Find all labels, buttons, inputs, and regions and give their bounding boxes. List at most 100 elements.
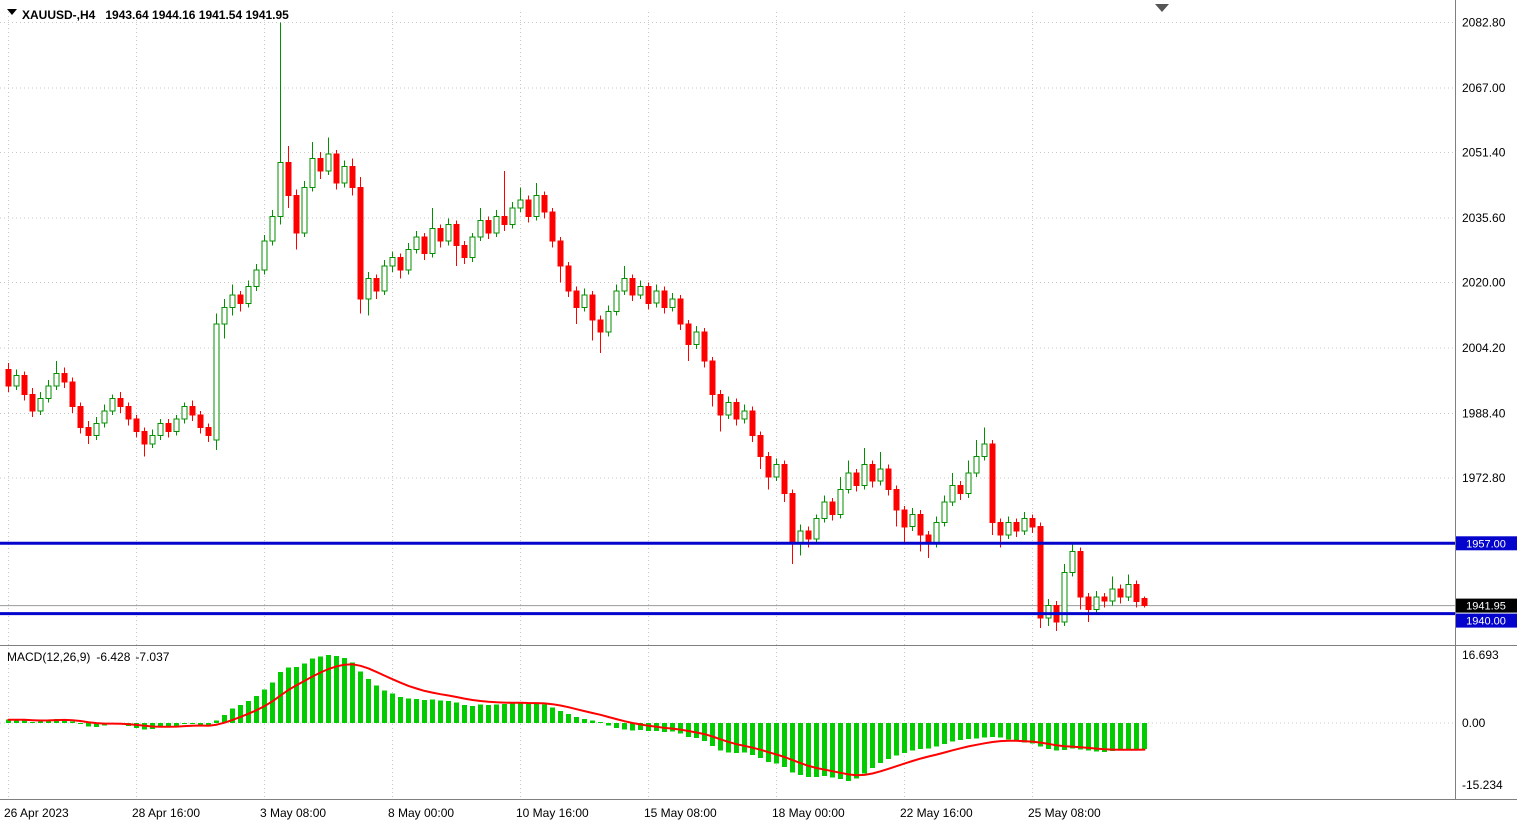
macd-bar — [558, 710, 563, 723]
candle-body — [565, 265, 572, 292]
macd-bar — [782, 723, 787, 767]
candle-body — [821, 501, 828, 519]
candle-body — [749, 410, 756, 437]
macd-bar — [174, 723, 179, 726]
candle-body — [805, 530, 812, 540]
candle-body — [1021, 518, 1028, 532]
macd-bar — [566, 714, 571, 723]
candle-body — [781, 464, 788, 495]
candle-body — [861, 464, 868, 486]
macd-bar — [582, 718, 587, 723]
macd-bar — [1046, 723, 1051, 750]
macd-bar — [502, 703, 507, 723]
candle-body — [741, 410, 748, 420]
macd-bar — [198, 723, 203, 725]
candle-body — [501, 215, 508, 226]
macd-bar — [318, 656, 323, 723]
macd-bar — [486, 705, 491, 723]
macd-bar — [1038, 723, 1043, 747]
macd-bar — [78, 723, 83, 725]
candle-body — [789, 493, 796, 544]
candle-body — [181, 406, 188, 420]
time-axis-labels: 26 Apr 2023 28 Apr 16:00 3 May 08:00 8 May … — [4, 806, 1101, 820]
candle-body — [13, 375, 20, 387]
candle-body — [221, 306, 228, 325]
current-price-tag-bg — [1456, 598, 1517, 613]
macd-axis-label: 16.693 — [1462, 648, 1499, 662]
candle-body — [1109, 588, 1116, 602]
macd-bar — [1030, 723, 1035, 744]
macd-bar — [702, 723, 707, 741]
time-axis-area[interactable] — [0, 800, 1517, 825]
candle-body — [933, 522, 940, 544]
macd-bar — [550, 707, 555, 723]
macd-bar — [534, 703, 539, 723]
macd-signal-value: -7.037 — [135, 650, 169, 664]
symbol-ohlc-readout: XAUUSD-,H4 1943.64 1944.16 1941.54 1941.9… — [22, 8, 289, 22]
candle-body — [837, 489, 844, 515]
candle-body — [957, 484, 964, 495]
candle-body — [301, 186, 308, 234]
candle-body — [677, 298, 684, 325]
symbol-timeframe-label: XAUUSD-,H4 — [22, 8, 96, 22]
candle-body — [285, 162, 292, 197]
macd-bar — [1110, 723, 1115, 752]
price-axis-area[interactable] — [1455, 0, 1517, 800]
main-chart-plot-area[interactable] — [0, 0, 1455, 645]
macd-bar — [982, 723, 987, 738]
candle-body — [869, 464, 876, 482]
candle-body — [1085, 596, 1092, 610]
macd-bar — [270, 682, 275, 723]
ohlc-values-label: 1943.64 1944.16 1941.54 1941.95 — [105, 8, 289, 22]
macd-bar — [94, 723, 99, 728]
candle-body — [1093, 596, 1100, 610]
candle-body — [637, 286, 644, 296]
macd-bar — [1118, 723, 1123, 751]
macd-axis-label: -15.234 — [1462, 778, 1503, 792]
macd-bar — [886, 723, 891, 759]
macd-bar — [686, 723, 691, 737]
candle-body — [149, 435, 156, 445]
macd-bar — [958, 723, 963, 741]
macd-bar — [382, 690, 387, 723]
macd-bar — [726, 723, 731, 753]
candle-body — [205, 426, 212, 437]
macd-bar — [830, 723, 835, 778]
macd-bar — [598, 722, 603, 724]
candle-body — [1117, 588, 1124, 598]
macd-indicator-label: MACD(12,26,9) -6.428 -7.037 — [7, 650, 170, 664]
candle-body — [445, 224, 452, 242]
candle-body — [277, 162, 284, 217]
candle-body — [461, 244, 468, 259]
candle-body — [389, 257, 396, 267]
candle-body — [1045, 604, 1052, 619]
macd-bar — [158, 723, 163, 728]
symbol-dropdown-icon[interactable] — [7, 9, 17, 15]
level-price-tag-1957-text: 1957.00 — [1466, 538, 1506, 550]
macd-bar — [454, 702, 459, 723]
chart-shift-marker-icon[interactable] — [1155, 4, 1169, 12]
candle-body — [357, 186, 364, 300]
candle-body — [717, 393, 724, 416]
level-price-tag-1957-bg — [1456, 536, 1517, 551]
macd-bar — [670, 723, 675, 732]
level-price-tag-1957: 1957.00 — [1456, 536, 1517, 551]
macd-bar — [70, 721, 75, 723]
candle-body — [189, 406, 196, 416]
candle-body — [733, 402, 740, 420]
candle-body — [261, 240, 268, 271]
macd-main-value: -6.428 — [96, 650, 130, 664]
candle-body — [469, 236, 476, 259]
candle-body — [437, 228, 444, 242]
macd-bar — [494, 704, 499, 723]
macd-bar — [1134, 723, 1139, 750]
candle-body — [725, 402, 732, 416]
macd-bar — [1078, 723, 1083, 750]
candle-body — [629, 277, 636, 296]
macd-bar — [822, 723, 827, 776]
macd-bar — [1022, 723, 1027, 743]
candle-body — [613, 290, 620, 312]
macd-bar — [630, 723, 635, 731]
